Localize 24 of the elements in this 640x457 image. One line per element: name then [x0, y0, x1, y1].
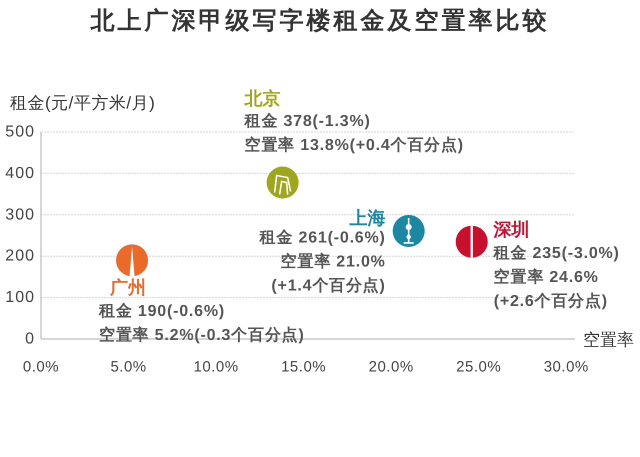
y-tick-label: 100 [5, 289, 35, 306]
annotation: 租金 190(-0.6%) 空置率 5.2%(-0.3个百分点) [99, 302, 305, 344]
series-label: 北京 [244, 88, 281, 108]
y-tick-label: 500 [5, 124, 35, 140]
annotation: 租金 235(-3.0%) 空置率 24.6% (+2.6个百分点) [494, 245, 620, 310]
series-label: 上海 [350, 208, 386, 228]
series-label: 广州 [110, 277, 146, 298]
y-tick-label: 400 [5, 164, 35, 182]
x-tick-label: 30.0% [544, 358, 589, 376]
y-axis-title: 租金(元/平方米/月) [10, 94, 156, 112]
annotation: 租金 378(-1.3%) 空置率 13.8%(+0.4个百分点) [244, 113, 464, 154]
y-tick-label: 200 [5, 248, 35, 265]
x-tick-label: 0.0% [22, 358, 60, 376]
x-tick-label: 5.0% [110, 358, 147, 376]
x-axis-title: 空置率 [583, 330, 634, 350]
x-tick-label: 15.0% [281, 358, 326, 376]
annotation: 租金 261(-0.6%) 空置率 21.0% (+1.4个百分点) [260, 229, 386, 294]
x-tick-label: 25.0% [456, 358, 502, 376]
y-tick-label: 300 [5, 206, 35, 224]
chart-title: 北上广深甲级写字楼租金及空置率比较 [90, 8, 550, 34]
series-label: 深圳 [494, 220, 530, 240]
x-tick-label: 10.0% [194, 358, 239, 376]
x-tick-label: 20.0% [368, 358, 414, 376]
y-tick-label: 0 [25, 330, 35, 348]
